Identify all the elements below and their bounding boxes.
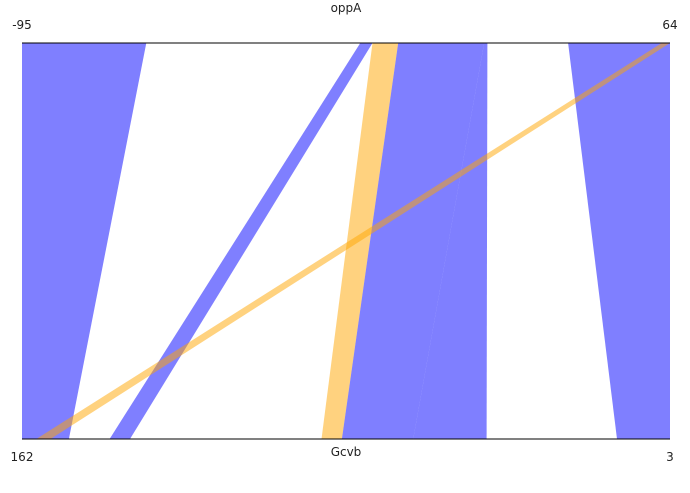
top-axis-label: oppA <box>331 1 363 15</box>
band-blue-5 <box>568 43 670 439</box>
bands-layer <box>22 43 671 439</box>
band-orange-6 <box>36 43 671 439</box>
band-blue-0 <box>22 43 147 439</box>
bottom-axis-max-tick: 3 <box>666 450 674 464</box>
band-blue-4 <box>413 43 488 439</box>
band-blue-3 <box>341 43 485 439</box>
bottom-axis-min-tick: 162 <box>11 450 34 464</box>
top-axis-max-tick: 64 <box>662 18 677 32</box>
bottom-axis-label: Gcvb <box>331 445 362 459</box>
band-blue-1 <box>109 43 373 439</box>
top-axis-min-tick: -95 <box>12 18 32 32</box>
